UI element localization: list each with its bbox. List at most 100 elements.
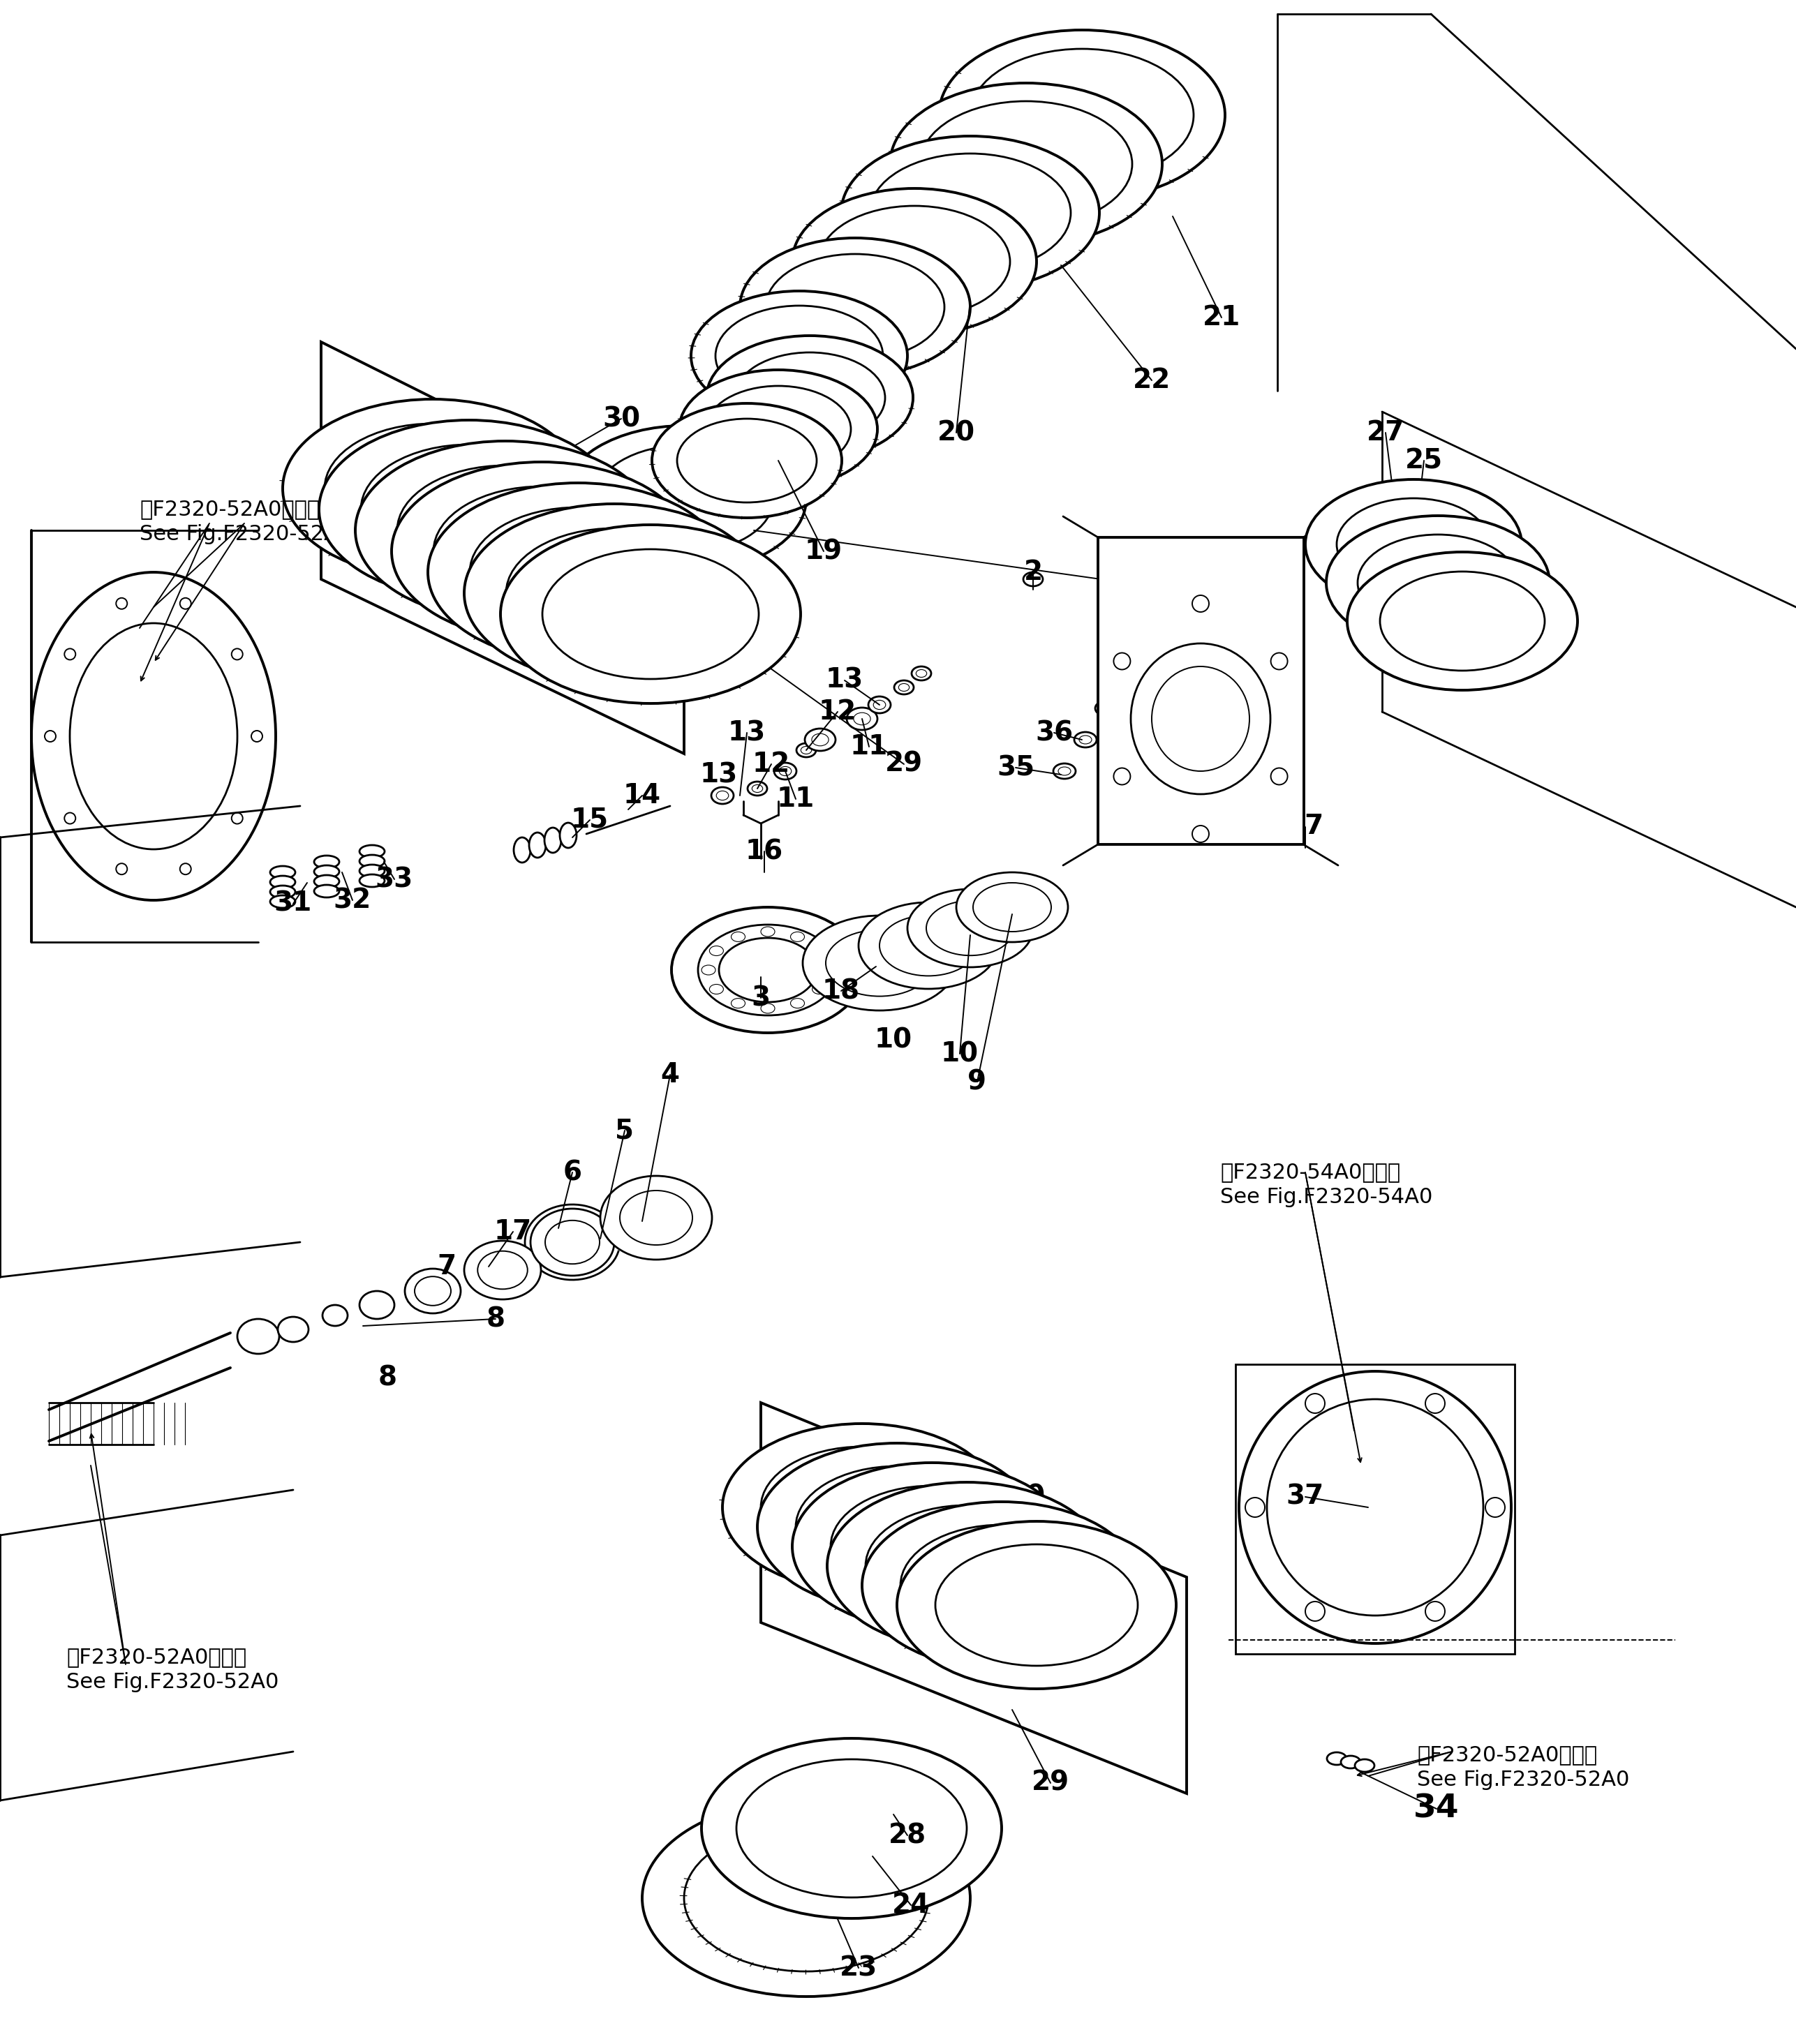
Ellipse shape (180, 599, 190, 609)
Ellipse shape (180, 863, 190, 875)
Ellipse shape (920, 102, 1131, 227)
Ellipse shape (936, 1545, 1139, 1666)
Ellipse shape (117, 599, 128, 609)
Ellipse shape (1306, 1394, 1325, 1412)
Ellipse shape (1193, 826, 1209, 842)
Ellipse shape (792, 188, 1036, 335)
Text: 37: 37 (1286, 1484, 1324, 1511)
Ellipse shape (65, 814, 75, 824)
Text: 8: 8 (377, 1365, 397, 1392)
Text: 31: 31 (275, 891, 313, 918)
Ellipse shape (478, 1251, 528, 1290)
Ellipse shape (359, 865, 384, 877)
Ellipse shape (702, 1737, 1002, 1919)
Ellipse shape (753, 785, 763, 793)
Ellipse shape (415, 1278, 451, 1306)
Text: 28: 28 (889, 1821, 927, 1848)
Ellipse shape (643, 1801, 970, 1997)
Ellipse shape (846, 707, 878, 730)
Text: 3: 3 (751, 985, 770, 1012)
Ellipse shape (1193, 595, 1209, 611)
Text: 13: 13 (826, 666, 864, 693)
Ellipse shape (1131, 644, 1270, 795)
Ellipse shape (314, 875, 339, 887)
Text: 21: 21 (1203, 305, 1241, 331)
Text: 23: 23 (839, 1954, 878, 1981)
Ellipse shape (801, 746, 812, 754)
Ellipse shape (433, 486, 650, 615)
Ellipse shape (718, 938, 817, 1002)
Text: 30: 30 (1008, 1484, 1045, 1511)
Ellipse shape (404, 1269, 462, 1314)
Ellipse shape (812, 985, 826, 993)
Text: 13: 13 (727, 719, 765, 746)
Ellipse shape (866, 1504, 1069, 1627)
Ellipse shape (269, 867, 295, 879)
Ellipse shape (779, 766, 792, 777)
Text: 15: 15 (571, 807, 609, 834)
Ellipse shape (1426, 1394, 1446, 1412)
Ellipse shape (684, 1825, 929, 1970)
Text: 18: 18 (823, 977, 860, 1004)
Ellipse shape (677, 419, 817, 503)
Ellipse shape (323, 1304, 348, 1327)
Ellipse shape (530, 832, 546, 858)
Ellipse shape (819, 206, 1009, 317)
Ellipse shape (691, 290, 907, 421)
Ellipse shape (731, 932, 745, 942)
Ellipse shape (1114, 652, 1130, 670)
Ellipse shape (821, 965, 833, 975)
Ellipse shape (1074, 732, 1097, 748)
Ellipse shape (1325, 515, 1550, 650)
Ellipse shape (796, 1466, 999, 1588)
Ellipse shape (858, 901, 999, 989)
Ellipse shape (530, 1208, 614, 1275)
Ellipse shape (427, 482, 727, 662)
Ellipse shape (715, 307, 884, 407)
Ellipse shape (736, 1760, 966, 1897)
Text: 29: 29 (885, 750, 923, 777)
Text: 10: 10 (875, 1026, 912, 1053)
Ellipse shape (803, 916, 955, 1010)
Ellipse shape (514, 838, 530, 863)
Ellipse shape (740, 237, 970, 376)
Ellipse shape (31, 572, 277, 899)
Ellipse shape (867, 697, 891, 713)
Ellipse shape (774, 762, 796, 779)
Text: 24: 24 (893, 1893, 930, 1919)
Ellipse shape (912, 666, 930, 681)
Ellipse shape (869, 153, 1070, 272)
Ellipse shape (826, 930, 934, 995)
Ellipse shape (1306, 1602, 1325, 1621)
Ellipse shape (717, 791, 729, 799)
Text: 35: 35 (997, 754, 1034, 781)
Ellipse shape (880, 916, 977, 975)
Ellipse shape (359, 875, 384, 887)
Ellipse shape (862, 1502, 1140, 1670)
Ellipse shape (1052, 764, 1076, 779)
Text: 30: 30 (602, 405, 639, 431)
Ellipse shape (652, 403, 842, 517)
Text: 4: 4 (661, 1061, 679, 1087)
Ellipse shape (702, 965, 715, 975)
Ellipse shape (501, 525, 801, 703)
Ellipse shape (812, 946, 826, 957)
Ellipse shape (927, 901, 1015, 955)
Ellipse shape (830, 1486, 1033, 1607)
Text: 28: 28 (1207, 583, 1245, 609)
Ellipse shape (314, 865, 339, 877)
Ellipse shape (562, 425, 806, 572)
Ellipse shape (1114, 769, 1130, 785)
Ellipse shape (359, 844, 384, 858)
Ellipse shape (471, 507, 686, 638)
Ellipse shape (1354, 1760, 1374, 1772)
Ellipse shape (790, 997, 805, 1008)
Ellipse shape (805, 728, 835, 750)
Text: 29: 29 (1031, 1770, 1069, 1797)
Ellipse shape (758, 1443, 1036, 1611)
Ellipse shape (765, 253, 945, 360)
Ellipse shape (117, 863, 128, 875)
Ellipse shape (600, 1175, 711, 1259)
Ellipse shape (812, 734, 828, 746)
Ellipse shape (1239, 1372, 1510, 1643)
